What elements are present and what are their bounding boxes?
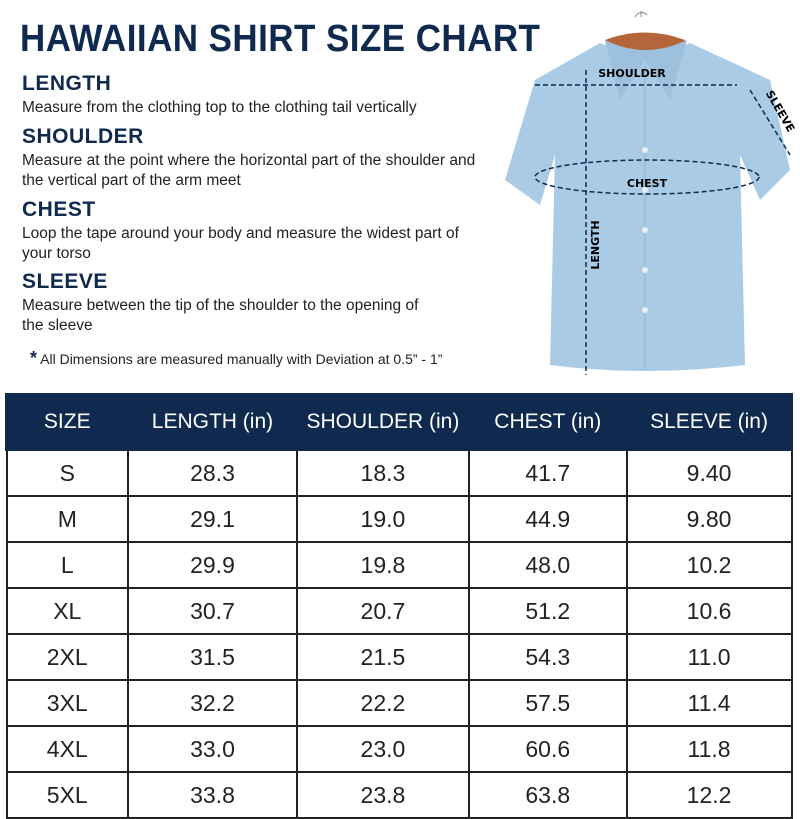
column-header: CHEST (in) [467, 393, 628, 451]
note-text: All Dimensions are measured manually wit… [40, 351, 443, 367]
table-cell: 57.5 [467, 679, 628, 727]
table-cell: 3XL [5, 679, 130, 727]
section-heading: SHOULDER [22, 125, 144, 148]
section-text: Measure from the clothing top to the clo… [22, 99, 417, 116]
size-table: SIZE LENGTH (in) SHOULDER (in) CHEST (in) SL… [5, 393, 793, 819]
table-row: L 29.9 19.8 48.0 10.2 [5, 541, 793, 589]
table-cell: 51.2 [467, 587, 628, 635]
section-shoulder: SHOULDER Measure at the point where the … [22, 125, 492, 191]
section-text: Loop the tape around your body and measu… [22, 225, 459, 262]
table-row: 3XL 32.2 22.2 57.5 11.4 [5, 679, 793, 727]
table-cell: M [5, 495, 130, 543]
table-cell: 60.6 [467, 725, 628, 773]
table-cell: 54.3 [467, 633, 628, 681]
table-cell: 23.0 [295, 725, 470, 773]
table-cell: 30.7 [127, 587, 298, 635]
section-chest: CHEST Loop the tape around your body and… [22, 198, 492, 264]
column-header: SHOULDER (in) [295, 393, 470, 451]
table-cell: 9.80 [625, 495, 793, 543]
table-cell: 33.0 [127, 725, 298, 773]
table-cell: 31.5 [127, 633, 298, 681]
table-cell: 32.2 [127, 679, 298, 727]
table-cell: 28.3 [127, 448, 298, 497]
section-heading: SLEEVE [22, 270, 108, 293]
section-length: LENGTH Measure from the clothing top to … [22, 72, 492, 118]
shirt-diagram: SHOULDER CHEST LENGTH SLEEVE [505, 11, 797, 375]
table-cell: 11.8 [625, 725, 793, 773]
table-cell: S [5, 448, 130, 497]
table-cell: 5XL [5, 771, 130, 819]
asterisk: * [30, 348, 38, 368]
table-cell: 11.0 [625, 633, 793, 681]
buttons [642, 147, 648, 313]
hanger-icon [634, 11, 648, 18]
table-cell: XL [5, 587, 130, 635]
section-heading: CHEST [22, 198, 96, 221]
table-row: S 28.3 18.3 41.7 9.40 [5, 448, 793, 497]
section-heading: LENGTH [22, 72, 112, 95]
section-text: Measure between the tip of the shoulder … [22, 297, 419, 334]
measure-lines [534, 70, 791, 375]
table-cell: L [5, 541, 130, 589]
column-header: SLEEVE (in) [625, 393, 793, 451]
shirt-body [505, 43, 790, 371]
table-header-row: SIZE LENGTH (in) SHOULDER (in) CHEST (in) SL… [5, 393, 793, 451]
column-header: LENGTH (in) [126, 393, 298, 451]
table-cell: 21.5 [295, 633, 470, 681]
table-cell: 29.9 [127, 541, 298, 589]
measurement-note: * All Dimensions are measured manually w… [30, 348, 442, 369]
table-row: 2XL 31.5 21.5 54.3 11.0 [5, 633, 793, 681]
table-cell: 2XL [5, 633, 130, 681]
table-cell: 18.3 [295, 448, 470, 497]
table-cell: 41.7 [467, 448, 628, 497]
table-cell: 10.6 [625, 587, 793, 635]
table-cell: 22.2 [295, 679, 470, 727]
section-text: Measure at the point where the horizonta… [22, 152, 476, 189]
shoulder-label: SHOULDER [598, 67, 666, 80]
table-cell: 11.4 [625, 679, 793, 727]
chest-label: CHEST [627, 177, 668, 190]
length-label: LENGTH [589, 220, 602, 269]
table-row: 4XL 33.0 23.0 60.6 11.8 [5, 725, 793, 773]
table-row: 5XL 33.8 23.8 63.8 12.2 [5, 771, 793, 819]
table-cell: 10.2 [625, 541, 793, 589]
table-row: XL 30.7 20.7 51.2 10.6 [5, 587, 793, 635]
table-cell: 44.9 [467, 495, 628, 543]
table-cell: 20.7 [295, 587, 470, 635]
section-sleeve: SLEEVE Measure between the tip of the sh… [22, 270, 442, 336]
table-cell: 19.8 [295, 541, 470, 589]
column-header: SIZE [5, 393, 130, 451]
table-cell: 33.8 [127, 771, 298, 819]
table-cell: 23.8 [295, 771, 470, 819]
page-title: HAWAIIAN SHIRT SIZE CHART [20, 18, 541, 60]
table-cell: 19.0 [295, 495, 470, 543]
table-row: M 29.1 19.0 44.9 9.80 [5, 495, 793, 543]
table-cell: 12.2 [625, 771, 793, 819]
table-cell: 4XL [5, 725, 130, 773]
table-cell: 29.1 [127, 495, 298, 543]
table-cell: 63.8 [467, 771, 628, 819]
table-cell: 48.0 [467, 541, 628, 589]
table-cell: 9.40 [625, 448, 793, 497]
